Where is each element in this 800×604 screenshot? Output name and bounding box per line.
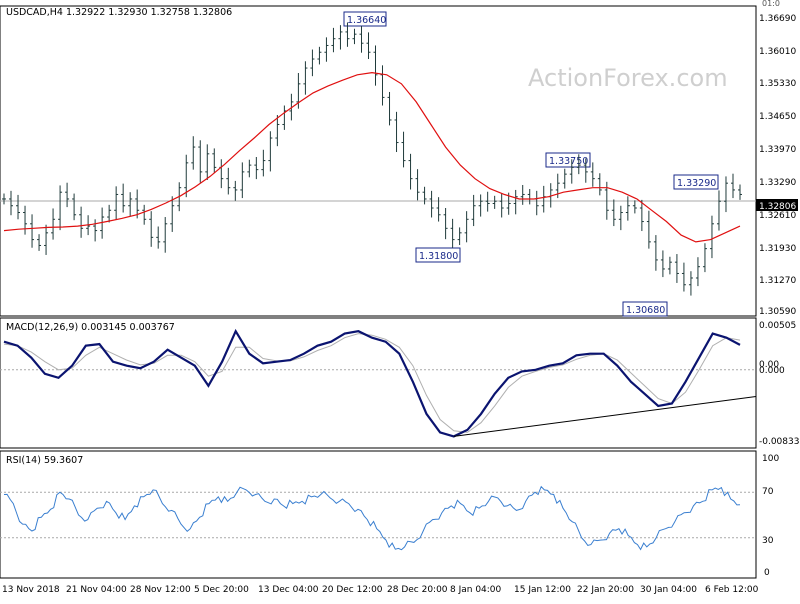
svg-text:1.33290: 1.33290 bbox=[677, 178, 716, 189]
macd-tick: 0.00505 bbox=[759, 321, 796, 331]
price-tick: 1.32610 bbox=[759, 211, 796, 221]
x-tick-label: 15 Jan 12:00 bbox=[514, 585, 571, 595]
price-panel-frame bbox=[0, 5, 757, 317]
rsi-tick: 70 bbox=[762, 487, 774, 497]
watermark: ActionForex.com bbox=[528, 64, 728, 92]
svg-text:1.36640: 1.36640 bbox=[347, 15, 386, 26]
x-tick-label: 13 Nov 2018 bbox=[2, 585, 60, 595]
macd-label: MACD(12,26,9) 0.003145 0.003767 bbox=[6, 322, 175, 333]
x-tick-label: 28 Nov 12:00 bbox=[130, 585, 191, 595]
svg-text:1.30680: 1.30680 bbox=[626, 305, 665, 316]
annotation-high-2: 1.33750 bbox=[545, 152, 591, 168]
price-tick: 1.31930 bbox=[759, 244, 796, 254]
rsi-tick: 30 bbox=[762, 536, 774, 546]
rsi-tick: 100 bbox=[762, 454, 779, 464]
price-tick: 1.36690 bbox=[759, 14, 796, 24]
rsi-panel-frame bbox=[0, 450, 757, 579]
x-tick-label: 5 Dec 20:00 bbox=[194, 585, 249, 595]
x-tick-label: 6 Feb 12:00 bbox=[705, 585, 759, 595]
x-tick-label: 22 Jan 20:00 bbox=[577, 585, 634, 595]
current-price-label: 1.32806 bbox=[759, 202, 796, 212]
price-layer bbox=[0, 22, 756, 296]
macd-tick: 0.00 bbox=[759, 360, 779, 370]
rsi-tick: 0 bbox=[764, 568, 770, 578]
annotation-high-3: 1.33290 bbox=[673, 174, 719, 190]
x-tick-label: 21 Nov 04:00 bbox=[66, 585, 127, 595]
x-tick-label: 20 Dec 12:00 bbox=[322, 585, 383, 595]
annotation-low-2: 1.30680 bbox=[622, 301, 668, 317]
annotation-high-1: 1.36640 bbox=[343, 11, 387, 27]
moving-average-line bbox=[3, 71, 741, 243]
rsi-label: RSI(14) 59.3607 bbox=[6, 455, 83, 466]
svg-text:1.31800: 1.31800 bbox=[419, 251, 458, 262]
price-tick: 1.33290 bbox=[759, 178, 796, 188]
price-tick: 1.31270 bbox=[759, 276, 796, 286]
symbol-readout: USDCAD,H4 1.32922 1.32930 1.32758 1.3280… bbox=[6, 7, 232, 18]
price-tick: 1.35330 bbox=[759, 79, 796, 89]
current-price-box bbox=[756, 199, 798, 211]
x-tick-label: 28 Dec 20:00 bbox=[387, 585, 448, 595]
macd-tick: -0.008332 bbox=[759, 437, 800, 447]
rsi-line bbox=[3, 485, 741, 551]
macd-tick: 0.000 bbox=[759, 366, 785, 376]
price-tick: 1.36010 bbox=[759, 47, 796, 57]
svg-text:1.33750: 1.33750 bbox=[549, 156, 588, 167]
macd-trendline bbox=[453, 396, 757, 437]
price-tick: 1.33970 bbox=[759, 145, 796, 155]
price-tick: 1.34650 bbox=[759, 112, 796, 122]
annotation-low-1: 1.31800 bbox=[415, 247, 461, 263]
x-tick-label: 8 Jan 04:00 bbox=[450, 585, 502, 595]
rsi-layer bbox=[0, 485, 756, 551]
corner-label: 01:0 bbox=[762, 0, 780, 8]
x-tick-label: 30 Jan 04:00 bbox=[640, 585, 697, 595]
macd-main-line bbox=[3, 328, 741, 438]
macd-signal-line bbox=[3, 333, 741, 433]
price-tick: 1.30590 bbox=[759, 307, 796, 317]
macd-layer bbox=[0, 328, 757, 438]
x-tick-label: 13 Dec 04:00 bbox=[258, 585, 319, 595]
